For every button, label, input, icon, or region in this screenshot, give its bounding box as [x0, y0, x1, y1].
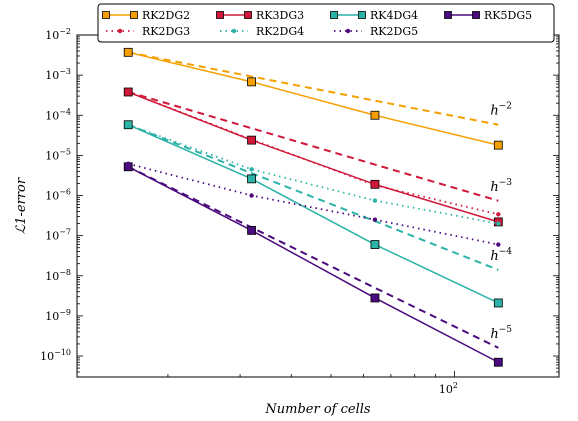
- legend-marker-rk4dg4: [330, 11, 338, 19]
- legend-label-rk5dg5: RK5DG5: [484, 9, 532, 22]
- legend-label-rk2dg3: RK2DG3: [142, 25, 190, 38]
- legend-label-rk2dg5: RK2DG5: [370, 25, 418, 38]
- plot-frame: [76, 34, 560, 378]
- legend-marker-rk3dg3: [216, 11, 224, 19]
- series-line-rk2dg2: [128, 51, 499, 146]
- y-tick-label: 10−8: [45, 268, 71, 283]
- data-point-rk5dg5: [247, 226, 256, 235]
- y-tick-label: 10−2: [45, 27, 71, 42]
- axes-group: [76, 34, 560, 378]
- series-line-rk5dg5: [127, 166, 499, 363]
- series-line-rk2dg3: [127, 91, 499, 216]
- legend-marker-rk5dg5: [472, 11, 480, 19]
- legend-label-rk4dg4: RK4DG4: [370, 9, 418, 22]
- data-point-rk2dg5: [372, 217, 378, 222]
- legend-marker-rk2dg5: [345, 28, 351, 34]
- data-point-rk2dg5: [496, 242, 501, 247]
- data-point-rk2dg4: [249, 167, 254, 172]
- data-point-rk2dg3: [496, 212, 501, 217]
- ticks-group: 10−10 10−9 10−8 10−7 10−6 10−5 10−4 10−3 10−2 102: [40, 27, 559, 396]
- series-line-rk2dg4: [127, 123, 499, 225]
- data-point-rk4dg4: [370, 240, 380, 249]
- data-point-rk4dg4: [247, 174, 256, 184]
- data-point-rk2dg4: [496, 221, 501, 226]
- y-tick-label: 10−3: [45, 67, 71, 82]
- x-tick-label: 102: [439, 381, 458, 396]
- legend-marker-rk4dg4: [358, 11, 366, 19]
- y-tick-label: 10−7: [45, 228, 71, 243]
- y-tick-label: 10−4: [45, 107, 71, 122]
- y-axis-label: ℒ1-error: [14, 177, 29, 234]
- legend-box: [97, 3, 555, 43]
- reference-label-h4: h−4: [490, 247, 512, 264]
- data-point-rk2dg2: [123, 47, 133, 57]
- reference-line-h4: [127, 123, 499, 271]
- data-point-rk2dg2: [493, 140, 503, 150]
- data-point-rk4dg4: [493, 298, 503, 308]
- reference-label-h2: h−2: [490, 102, 512, 119]
- legend-label-rk2dg4: RK2DG4: [256, 25, 304, 38]
- legend-label-rk3dg3: RK3DG3: [256, 9, 304, 22]
- series-line-rk4dg4: [127, 124, 499, 304]
- series-line-rk2dg5: [127, 162, 499, 246]
- reference-line-h2: [128, 51, 499, 126]
- reference-label-h5: h−5: [490, 325, 512, 342]
- data-point-rk5dg5: [493, 357, 503, 367]
- data-point-rk2dg4: [126, 122, 131, 127]
- reference-line-h5: [127, 165, 499, 349]
- reference-label-h3: h−3: [490, 178, 512, 195]
- data-point-rk5dg5: [370, 293, 380, 303]
- legend: RK2DG2 RK3DG3 RK4DG4 RK5DG5 RK2DG3 RK2DG4 RK2D…: [97, 3, 555, 43]
- data-point-rk2dg5: [249, 193, 254, 198]
- data-point-rk2dg2: [247, 77, 256, 87]
- reference-line-h3: [127, 91, 499, 202]
- data-point-rk2dg3: [249, 137, 254, 142]
- data-point-rk2dg3: [372, 183, 378, 188]
- reference-lines-group: h−2 h−3 h−4 h−5: [127, 51, 512, 349]
- legend-marker-rk2dg3: [117, 28, 123, 34]
- y-tick-label: 10−6: [45, 188, 71, 203]
- legend-marker-rk3dg3: [244, 11, 252, 19]
- data-point-rk2dg3: [126, 89, 131, 95]
- x-axis-label: Number of cells: [264, 402, 370, 417]
- legend-marker-rk2dg4: [231, 28, 237, 34]
- legend-marker-rk2dg2: [102, 11, 110, 19]
- data-point-rk2dg5: [126, 161, 131, 166]
- y-tick-label: 10−5: [45, 147, 71, 162]
- legend-marker-rk2dg2: [130, 11, 138, 19]
- series-line-rk3dg3: [127, 91, 499, 223]
- data-point-rk2dg2: [370, 110, 380, 120]
- y-tick-label: 10−9: [45, 308, 71, 323]
- y-tick-label: 10−10: [40, 348, 71, 363]
- legend-marker-rk5dg5: [444, 11, 452, 19]
- legend-label-rk2dg2: RK2DG2: [142, 9, 190, 22]
- data-point-rk2dg4: [372, 198, 378, 203]
- series-group: [123, 47, 503, 367]
